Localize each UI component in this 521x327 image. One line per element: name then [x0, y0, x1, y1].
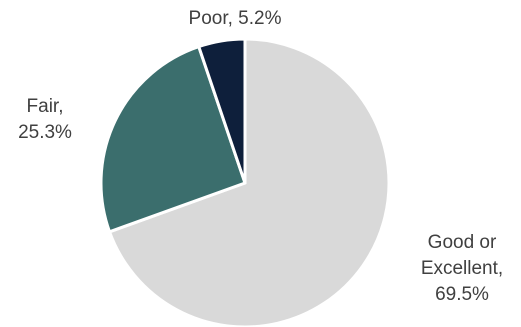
data-label-line: Excellent, [421, 258, 503, 279]
pie-slice-fair [99, 45, 247, 234]
pie-slice-good-or-excellent [108, 37, 391, 327]
data-label-good-or-excellent: Good or Excellent, 69.5% [421, 232, 503, 305]
data-label-line: Poor, 5.2% [189, 8, 282, 29]
data-label-line: Good or [428, 232, 497, 253]
data-label-line: Fair, [27, 96, 64, 117]
data-label-line: 69.5% [435, 284, 489, 305]
data-label-fair: Fair, 25.3% [18, 96, 72, 143]
pie-slice-poor [197, 37, 247, 185]
pie-labels: Good or Excellent, 69.5% Fair, 25.3% Poor, 5.… [18, 8, 503, 305]
pie-slices [99, 37, 391, 327]
data-label-poor: Poor, 5.2% [189, 8, 282, 29]
data-label-line: 25.3% [18, 122, 72, 143]
